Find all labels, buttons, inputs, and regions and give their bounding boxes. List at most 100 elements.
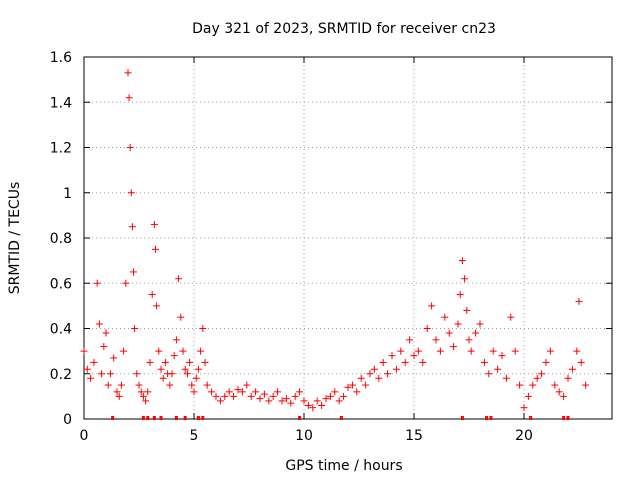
data-point	[287, 399, 295, 407]
data-point	[370, 365, 378, 373]
y-tick-label: 1.4	[50, 95, 72, 111]
x-tick-label: 5	[190, 428, 199, 444]
data-point	[87, 374, 95, 382]
data-point	[582, 381, 590, 389]
data-points	[80, 69, 590, 412]
y-tick-label: 0	[63, 412, 72, 428]
data-point	[230, 392, 238, 400]
data-point	[115, 392, 123, 400]
chart-title: Day 321 of 2023, SRMTID for receiver cn2…	[192, 21, 496, 37]
data-point	[480, 358, 488, 366]
data-point	[148, 291, 156, 299]
data-point	[269, 392, 277, 400]
data-point	[159, 374, 167, 382]
x-tick-label: 15	[405, 428, 423, 444]
y-tick-label: 0.4	[50, 322, 72, 338]
data-point	[197, 347, 205, 355]
data-point	[212, 392, 220, 400]
data-point	[225, 388, 233, 396]
data-point	[388, 352, 396, 360]
y-tick-label: 0.8	[50, 231, 72, 247]
data-point	[524, 392, 532, 400]
data-point	[401, 358, 409, 366]
data-point	[161, 358, 169, 366]
x-axis-label: GPS time / hours	[285, 458, 402, 474]
data-point	[344, 383, 352, 391]
y-tick-label: 1	[63, 186, 72, 202]
data-point	[362, 381, 370, 389]
data-point	[117, 381, 125, 389]
x-tick-label: 10	[295, 428, 313, 444]
data-point	[423, 325, 431, 332]
data-point	[432, 336, 440, 344]
data-point	[183, 370, 191, 378]
data-point	[194, 365, 202, 373]
data-point	[410, 352, 418, 360]
data-point	[296, 388, 304, 396]
data-point	[366, 370, 374, 378]
data-point	[489, 347, 497, 355]
data-point	[340, 392, 348, 400]
data-point	[465, 336, 473, 344]
data-point	[516, 381, 524, 389]
data-point	[577, 358, 585, 366]
data-point	[98, 370, 106, 378]
data-point	[179, 347, 187, 355]
data-point	[110, 354, 118, 362]
data-point	[247, 392, 255, 400]
data-point	[106, 370, 114, 378]
data-point	[551, 381, 559, 389]
data-point	[181, 365, 189, 373]
data-point	[485, 370, 493, 378]
data-point	[520, 404, 528, 412]
data-point	[190, 388, 198, 396]
data-point	[125, 94, 133, 102]
data-point	[445, 329, 453, 337]
data-point	[150, 220, 158, 228]
data-point	[93, 279, 101, 287]
data-point	[546, 347, 554, 355]
data-point	[326, 392, 334, 400]
data-point	[221, 392, 229, 400]
data-point	[146, 358, 154, 366]
data-point	[348, 381, 356, 389]
grid	[84, 57, 612, 419]
x-tick-label: 0	[80, 428, 89, 444]
data-point	[379, 358, 387, 366]
data-point	[560, 392, 568, 400]
y-axis-label: SRMTID / TECUs	[7, 182, 23, 295]
data-point	[538, 370, 546, 378]
data-point	[357, 374, 365, 382]
data-point	[291, 392, 299, 400]
data-point	[573, 347, 581, 355]
data-point	[238, 388, 246, 396]
data-point	[397, 347, 405, 355]
data-point	[100, 343, 108, 351]
data-point	[80, 347, 88, 355]
data-point	[533, 374, 541, 382]
data-point	[392, 365, 400, 373]
data-point	[318, 401, 326, 409]
data-point	[208, 388, 216, 396]
data-point	[458, 257, 466, 265]
data-point	[304, 401, 312, 409]
data-point	[414, 347, 422, 355]
data-point	[131, 325, 139, 332]
data-point	[256, 395, 264, 403]
data-point	[130, 268, 137, 276]
data-point	[120, 347, 128, 355]
data-point	[234, 386, 242, 394]
data-point	[274, 388, 282, 396]
data-point	[335, 397, 343, 405]
x-tick-label: 20	[515, 428, 533, 444]
data-point	[436, 347, 444, 355]
data-point	[172, 336, 180, 344]
data-point	[498, 352, 506, 360]
data-point	[192, 374, 200, 382]
data-point	[265, 397, 273, 405]
data-point	[102, 329, 110, 337]
data-point	[153, 302, 161, 310]
data-point	[278, 397, 286, 405]
data-point	[461, 275, 469, 283]
